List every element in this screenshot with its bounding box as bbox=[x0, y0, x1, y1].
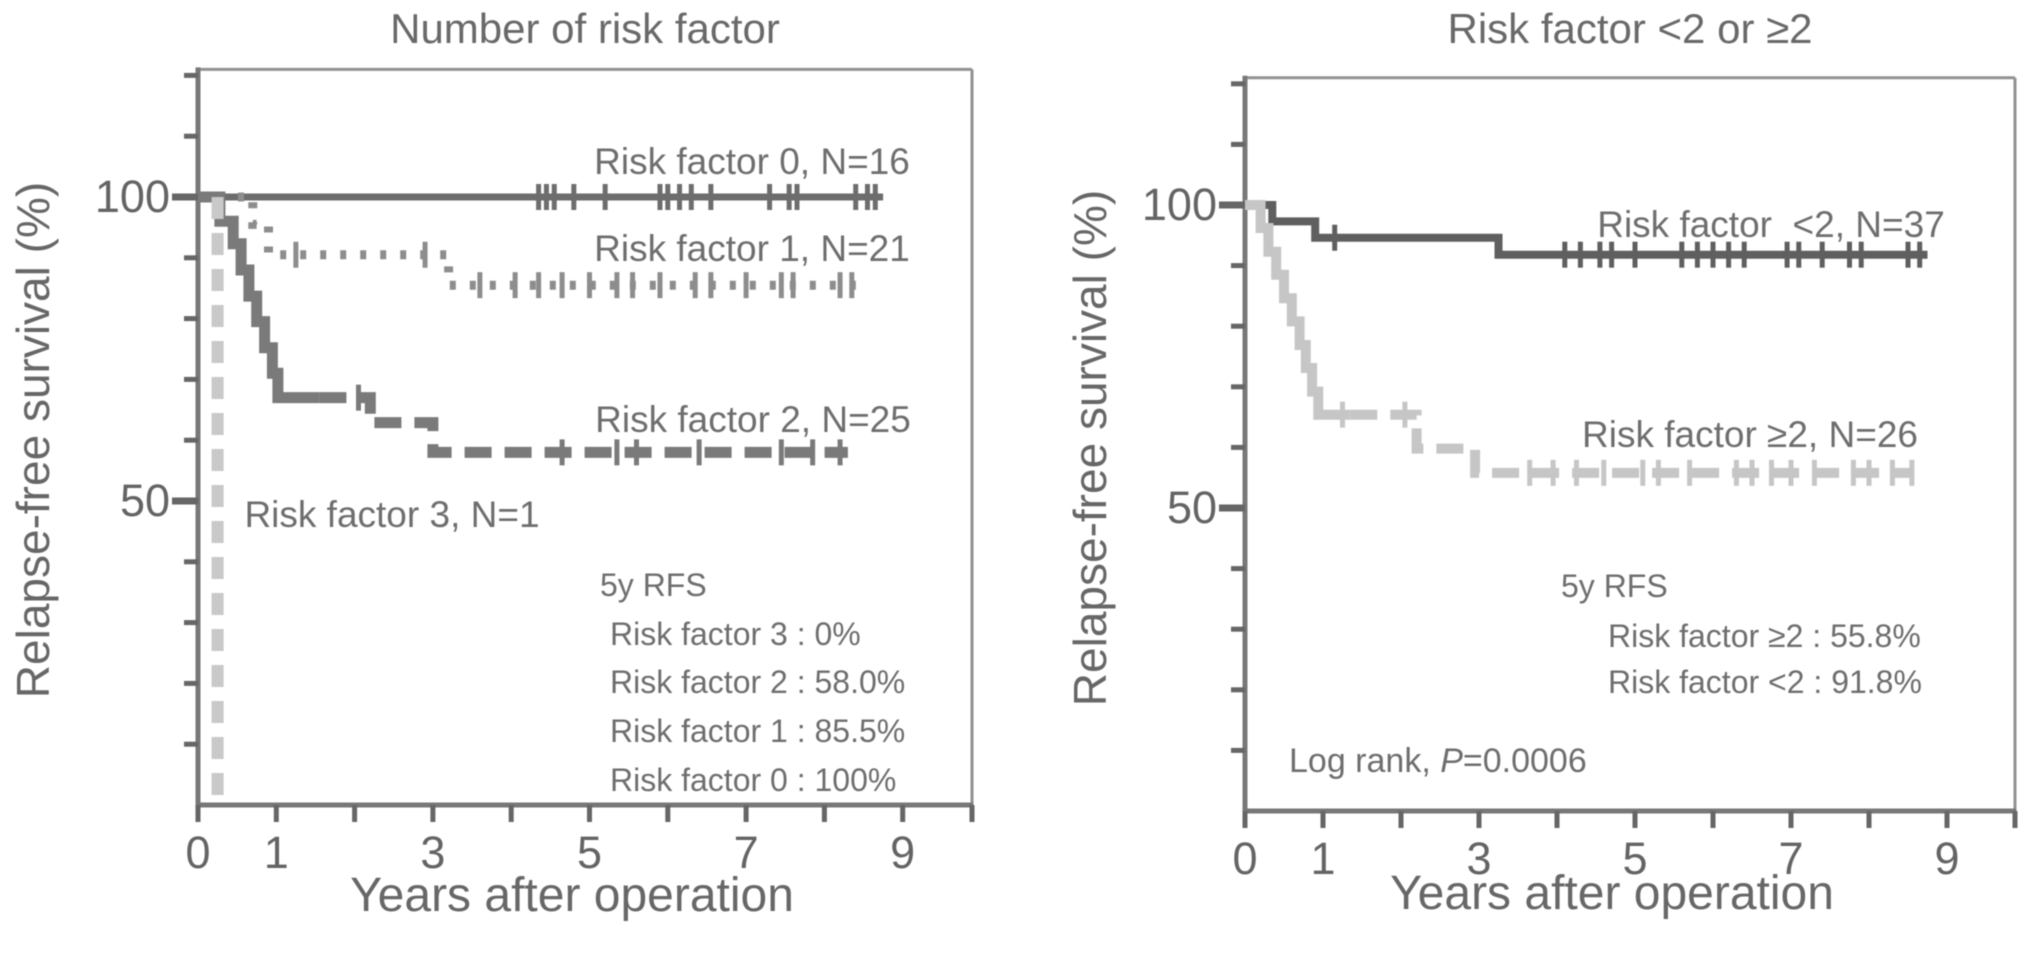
right-y-axis-label: Relapse-free survival (%) bbox=[1064, 189, 1116, 707]
right-x-tick-label-1: 1 bbox=[1310, 833, 1336, 884]
right-x-axis-label: Years after operation bbox=[1390, 867, 1834, 920]
legend-risk-factor-lt2: Risk factor <2, N=37 bbox=[1597, 204, 1945, 245]
left-x-tick-label-0: 0 bbox=[185, 827, 211, 878]
log-rank-annotation: Log rank, P=0.0006 bbox=[1289, 742, 1587, 781]
left-y-axis-label: Relapse-free survival (%) bbox=[7, 181, 59, 699]
left-y-tick-label-50: 50 bbox=[119, 475, 170, 526]
right-y-tick-label-50: 50 bbox=[1166, 482, 1217, 533]
right-stats-line-ge2: Risk factor ≥2 : 55.8% bbox=[1608, 618, 1921, 654]
legend-risk-factor-ge2: Risk factor ≥2, N=26 bbox=[1582, 414, 1918, 455]
right-x-tick-label-3: 3 bbox=[1466, 833, 1492, 884]
right-y-tick-label-100: 100 bbox=[1141, 179, 1217, 230]
right-series-1-line-solid bbox=[1245, 200, 1351, 420]
right-x-tick-label-5: 5 bbox=[1622, 833, 1648, 884]
left-panel-title: Number of risk factor bbox=[390, 5, 780, 52]
left-x-tick-label-7: 7 bbox=[733, 827, 759, 878]
left-stats-line-rf2: Risk factor 2 : 58.0% bbox=[610, 664, 906, 700]
legend-risk-factor-3: Risk factor 3, N=1 bbox=[244, 494, 540, 535]
legend-risk-factor-0: Risk factor 0, N=16 bbox=[594, 141, 910, 182]
left-series-2-line-dashed bbox=[319, 392, 848, 458]
left-stats-line-rf1: Risk factor 1 : 85.5% bbox=[610, 713, 906, 749]
left-stats-line-rf0: Risk factor 0 : 100% bbox=[610, 762, 897, 798]
left-y-tick-label-100: 100 bbox=[94, 171, 170, 222]
legend-risk-factor-2: Risk factor 2, N=25 bbox=[595, 399, 911, 440]
right-panel-title: Risk factor <2 or ≥2 bbox=[1447, 5, 1813, 52]
right-x-tick-label-0: 0 bbox=[1232, 833, 1258, 884]
right-x-tick-label-9: 9 bbox=[1934, 833, 1960, 884]
left-x-tick-label-1: 1 bbox=[263, 827, 289, 878]
left-stats-title: 5y RFS bbox=[600, 567, 707, 603]
left-x-tick-label-3: 3 bbox=[420, 827, 446, 878]
log-rank-prefix: Log rank, bbox=[1289, 742, 1441, 780]
right-series-0-line bbox=[1245, 201, 1928, 259]
log-rank-p-symbol: P bbox=[1440, 742, 1463, 780]
right-x-tick-label-7: 7 bbox=[1778, 833, 1804, 884]
left-x-tick-label-9: 9 bbox=[890, 827, 916, 878]
left-x-axis-label: Years after operation bbox=[350, 869, 794, 922]
log-rank-value: =0.0006 bbox=[1462, 742, 1587, 780]
right-stats-title: 5y RFS bbox=[1561, 568, 1668, 604]
left-series-2-line-solid bbox=[198, 191, 320, 404]
left-stats-line-rf3: Risk factor 3 : 0% bbox=[610, 616, 861, 652]
left-x-tick-label-5: 5 bbox=[576, 827, 603, 878]
right-stats-line-lt2: Risk factor <2 : 91.8% bbox=[1608, 664, 1922, 700]
legend-risk-factor-1: Risk factor 1, N=21 bbox=[594, 228, 910, 269]
